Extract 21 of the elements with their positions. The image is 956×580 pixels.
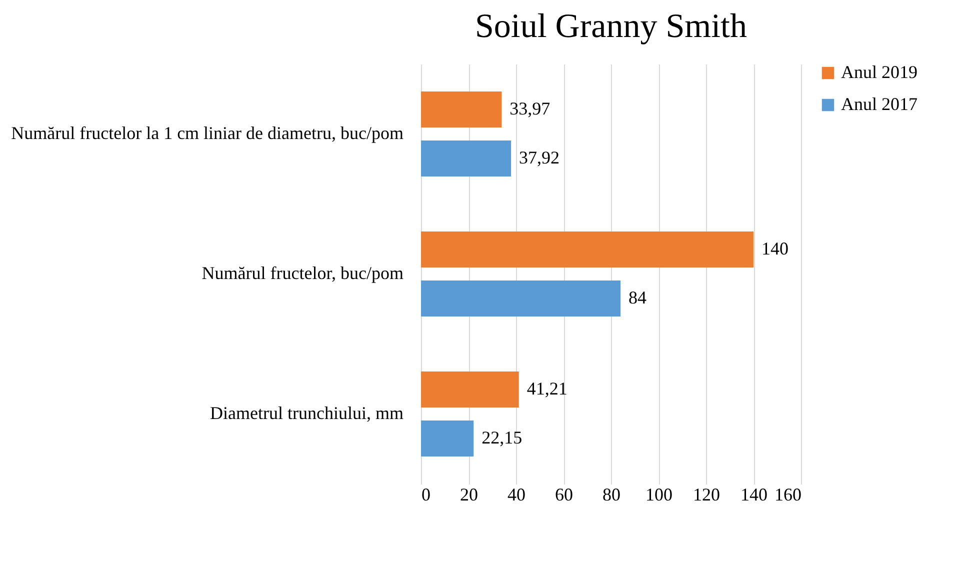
data-label: 22,15 — [482, 428, 522, 448]
y-tick-label: Diametrul trunchiului, mm — [210, 403, 404, 423]
y-tick-label: Numărul fructelor, buc/pom — [202, 263, 404, 283]
chart-title: Soiul Granny Smith — [474, 8, 748, 45]
y-tick-label: Numărul fructelor la 1 cm liniar de diametru, buc/pom — [11, 123, 404, 143]
data-label: 41,21 — [526, 378, 568, 398]
x-tick-label: 140 — [740, 484, 768, 504]
legend-label: Anul 2019 — [841, 62, 918, 82]
data-label: 37,92 — [519, 148, 560, 168]
data-label: 140 — [762, 238, 788, 258]
x-tick-label: 0 — [422, 484, 430, 504]
x-tick-label: 20 — [460, 484, 478, 504]
data-label: 33,97 — [510, 98, 550, 118]
x-tick-label: 60 — [555, 484, 573, 504]
data-label: 84 — [628, 288, 646, 308]
x-tick-label: 100 — [646, 484, 672, 504]
legend-label: Anul 2017 — [841, 94, 918, 114]
x-tick-label: 80 — [602, 484, 620, 504]
x-tick-label: 160 — [774, 484, 802, 504]
x-tick-label: 120 — [693, 484, 720, 504]
x-tick-label: 40 — [508, 484, 526, 504]
